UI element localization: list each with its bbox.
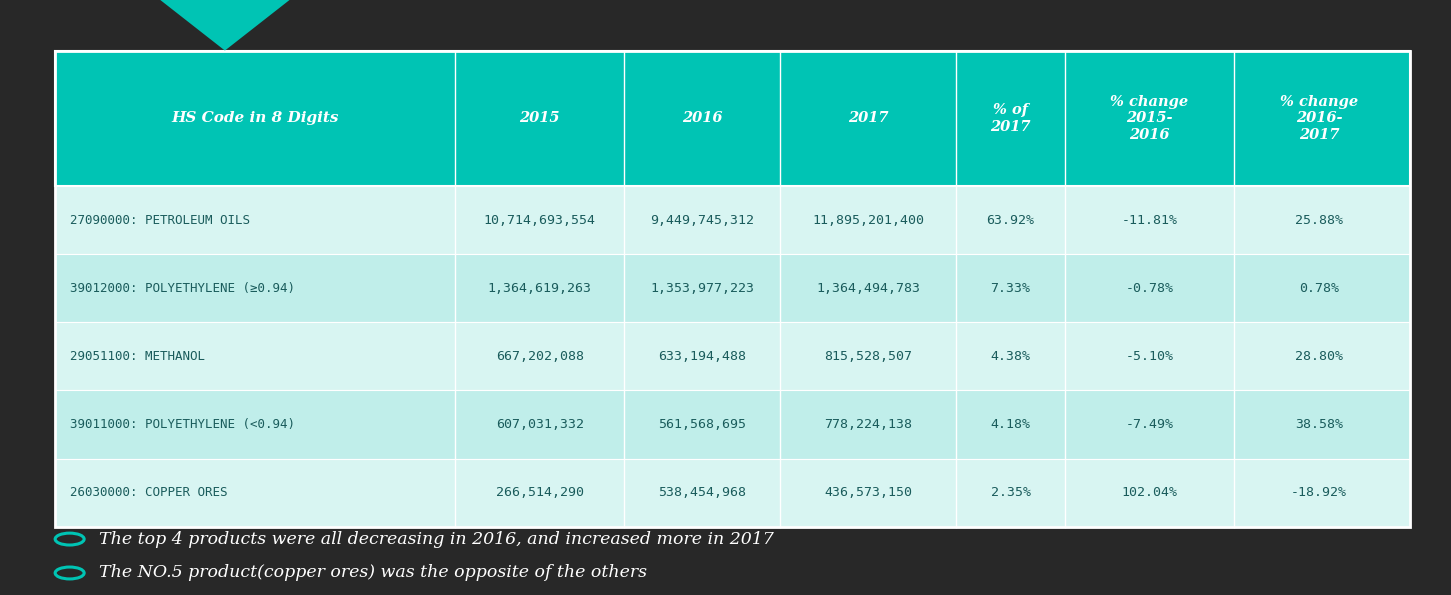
Text: 26030000: COPPER ORES: 26030000: COPPER ORES [70, 486, 228, 499]
Text: -11.81%: -11.81% [1122, 214, 1178, 227]
Text: The top 4 products were all decreasing in 2016, and increased more in 2017: The top 4 products were all decreasing i… [99, 531, 773, 547]
FancyBboxPatch shape [55, 186, 1410, 254]
Text: 11,895,201,400: 11,895,201,400 [813, 214, 924, 227]
Text: 538,454,968: 538,454,968 [659, 486, 746, 499]
Text: 667,202,088: 667,202,088 [496, 350, 583, 363]
Text: 607,031,332: 607,031,332 [496, 418, 583, 431]
Text: -18.92%: -18.92% [1291, 486, 1347, 499]
Text: 4.18%: 4.18% [991, 418, 1030, 431]
Text: 2015: 2015 [519, 111, 560, 126]
Text: 561,568,695: 561,568,695 [659, 418, 746, 431]
Text: The NO.5 product(copper ores) was the opposite of the others: The NO.5 product(copper ores) was the op… [99, 565, 647, 581]
Text: -0.78%: -0.78% [1126, 282, 1174, 295]
Text: % change
2016-
2017: % change 2016- 2017 [1280, 95, 1358, 142]
Text: 815,528,507: 815,528,507 [824, 350, 913, 363]
Text: 38.58%: 38.58% [1294, 418, 1342, 431]
Text: 2016: 2016 [682, 111, 723, 126]
Text: 633,194,488: 633,194,488 [659, 350, 746, 363]
Text: 1,364,619,263: 1,364,619,263 [488, 282, 592, 295]
Text: 10,714,693,554: 10,714,693,554 [483, 214, 595, 227]
Polygon shape [145, 0, 305, 51]
Text: 27090000: PETROLEUM OILS: 27090000: PETROLEUM OILS [70, 214, 250, 227]
Text: 4.38%: 4.38% [991, 350, 1030, 363]
FancyBboxPatch shape [55, 322, 1410, 390]
Text: 29051100: METHANOL: 29051100: METHANOL [70, 350, 205, 363]
Text: 2017: 2017 [847, 111, 888, 126]
FancyBboxPatch shape [55, 254, 1410, 322]
Text: 778,224,138: 778,224,138 [824, 418, 913, 431]
Text: 1,353,977,223: 1,353,977,223 [650, 282, 755, 295]
Text: 2.35%: 2.35% [991, 486, 1030, 499]
Text: -7.49%: -7.49% [1126, 418, 1174, 431]
Text: 25.88%: 25.88% [1294, 214, 1342, 227]
FancyBboxPatch shape [55, 390, 1410, 459]
Text: HS Code in 8 Digits: HS Code in 8 Digits [171, 111, 338, 126]
Text: 0.78%: 0.78% [1299, 282, 1339, 295]
Text: 39012000: POLYETHYLENE (≥0.94): 39012000: POLYETHYLENE (≥0.94) [70, 282, 295, 295]
Text: 39011000: POLYETHYLENE (<0.94): 39011000: POLYETHYLENE (<0.94) [70, 418, 295, 431]
FancyBboxPatch shape [55, 459, 1410, 527]
Text: 28.80%: 28.80% [1294, 350, 1342, 363]
Text: % change
2015-
2016: % change 2015- 2016 [1110, 95, 1188, 142]
Text: -5.10%: -5.10% [1126, 350, 1174, 363]
Text: 436,573,150: 436,573,150 [824, 486, 913, 499]
FancyBboxPatch shape [55, 51, 1410, 186]
Text: 63.92%: 63.92% [987, 214, 1035, 227]
Text: 7.33%: 7.33% [991, 282, 1030, 295]
Text: % of
2017: % of 2017 [991, 103, 1030, 134]
Text: 1,364,494,783: 1,364,494,783 [817, 282, 920, 295]
Text: 102.04%: 102.04% [1122, 486, 1178, 499]
Text: 9,449,745,312: 9,449,745,312 [650, 214, 755, 227]
Text: 266,514,290: 266,514,290 [496, 486, 583, 499]
